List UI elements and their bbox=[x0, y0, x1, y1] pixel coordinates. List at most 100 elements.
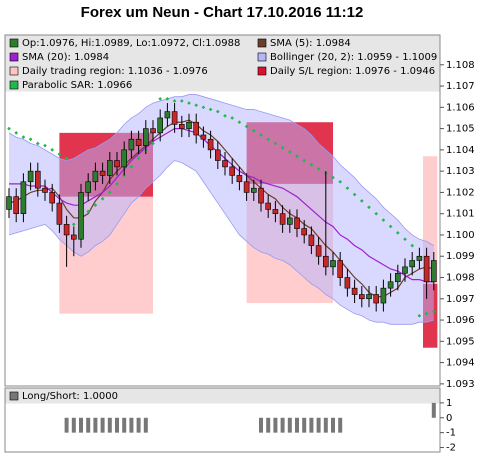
candle-body bbox=[330, 260, 336, 268]
bar bbox=[64, 417, 69, 433]
sar-dot bbox=[71, 222, 76, 227]
candle-body bbox=[135, 138, 142, 146]
bar bbox=[107, 417, 112, 433]
candle-body bbox=[215, 149, 221, 161]
sar-dot bbox=[151, 141, 155, 146]
candle-body bbox=[200, 134, 207, 140]
sar-dot bbox=[295, 154, 299, 159]
legend-label: Bollinger (20, 2): 1.0959 - 1.1009 bbox=[270, 52, 437, 63]
candle-body bbox=[251, 187, 257, 193]
y-tick-label: 1.104 bbox=[446, 145, 475, 156]
sar-dot bbox=[410, 243, 415, 248]
bar bbox=[136, 417, 141, 433]
sar-dot bbox=[230, 116, 235, 120]
y-tick-label: 1.106 bbox=[446, 102, 475, 113]
candle-body bbox=[128, 138, 135, 151]
sar-dot bbox=[136, 156, 141, 161]
sar-dot bbox=[251, 128, 256, 133]
sar-dot bbox=[172, 99, 177, 103]
bar bbox=[331, 417, 335, 433]
sar-dot bbox=[381, 218, 386, 222]
legend-swatch bbox=[9, 38, 19, 48]
sar-dot bbox=[129, 165, 134, 169]
candle-body bbox=[358, 294, 365, 300]
candle-body bbox=[99, 170, 106, 176]
candle-body bbox=[186, 121, 192, 129]
y-tick-label: 1.103 bbox=[446, 166, 475, 177]
candle-body bbox=[92, 170, 99, 183]
sar-dot bbox=[287, 150, 292, 154]
sar-dot bbox=[179, 99, 184, 103]
legend-label: Parabolic SAR: 1.0966 bbox=[22, 80, 132, 91]
legend-label: Daily trading region: 1.1036 - 1.0976 bbox=[22, 66, 208, 77]
bar bbox=[100, 417, 105, 433]
sar-dot bbox=[424, 311, 429, 316]
sar-dot bbox=[367, 205, 371, 210]
candle-body bbox=[193, 121, 199, 136]
candle-body bbox=[71, 234, 77, 240]
legend-label: Daily S/L region: 1.0976 - 1.0946 bbox=[270, 66, 435, 77]
candle-body bbox=[337, 260, 344, 278]
sar-dot bbox=[374, 211, 379, 216]
bar bbox=[309, 417, 314, 433]
bar bbox=[122, 417, 127, 433]
candle-body bbox=[164, 111, 171, 119]
y-tick-label: 1.101 bbox=[446, 209, 475, 220]
sar-dot bbox=[331, 175, 335, 180]
candle-body bbox=[63, 224, 70, 236]
candle-body bbox=[402, 266, 408, 274]
candle-body bbox=[294, 217, 300, 229]
bollinger-upper bbox=[8, 94, 435, 246]
bar bbox=[302, 417, 307, 433]
candle-body bbox=[416, 255, 423, 261]
candle-body bbox=[315, 245, 322, 257]
y-tick-label: 1.107 bbox=[446, 81, 475, 92]
candle-body bbox=[150, 128, 156, 134]
sar-dot bbox=[64, 156, 69, 161]
candle-body bbox=[171, 111, 178, 125]
sar-dot bbox=[107, 190, 112, 195]
candle-body bbox=[107, 160, 113, 176]
bar bbox=[323, 417, 328, 433]
candle-body bbox=[366, 294, 372, 300]
sar-dot bbox=[266, 137, 271, 142]
bar bbox=[273, 417, 278, 433]
sar-dot bbox=[86, 209, 91, 214]
legend-label: SMA (20): 1.0984 bbox=[22, 52, 109, 63]
candle-body bbox=[34, 170, 41, 189]
candle-body bbox=[322, 255, 329, 268]
y-tick-label: 1.093 bbox=[446, 379, 475, 390]
y-tick-label: 1 bbox=[446, 398, 452, 409]
legend-swatch bbox=[9, 66, 19, 76]
candle-body bbox=[258, 187, 264, 204]
sar-dot bbox=[359, 199, 364, 203]
y-tick-label: 1.099 bbox=[446, 251, 475, 262]
y-tick-label: -1 bbox=[446, 428, 456, 439]
sar-dot bbox=[403, 237, 407, 242]
candle-body bbox=[121, 149, 127, 168]
legend-swatch bbox=[257, 38, 267, 48]
sar-dot bbox=[417, 313, 422, 318]
y-tick-label: 1.098 bbox=[446, 273, 475, 284]
bar bbox=[93, 417, 98, 433]
candle-body bbox=[6, 196, 12, 210]
candle-body bbox=[236, 175, 243, 183]
sar-dot bbox=[215, 109, 220, 114]
sar-dot bbox=[388, 224, 393, 229]
bar bbox=[79, 417, 83, 433]
bar bbox=[316, 417, 321, 433]
sar-dot bbox=[35, 141, 40, 146]
candle-body bbox=[301, 228, 308, 236]
sar-dot bbox=[187, 101, 191, 105]
sar-dot bbox=[431, 309, 436, 314]
candle-body bbox=[344, 277, 351, 289]
legend-swatch bbox=[257, 66, 267, 76]
bar bbox=[280, 417, 285, 433]
bar bbox=[86, 417, 91, 433]
sar-dot bbox=[345, 186, 350, 191]
lower-legend-box bbox=[5, 388, 440, 404]
candle-body bbox=[308, 234, 315, 246]
sar-dot bbox=[280, 145, 285, 150]
